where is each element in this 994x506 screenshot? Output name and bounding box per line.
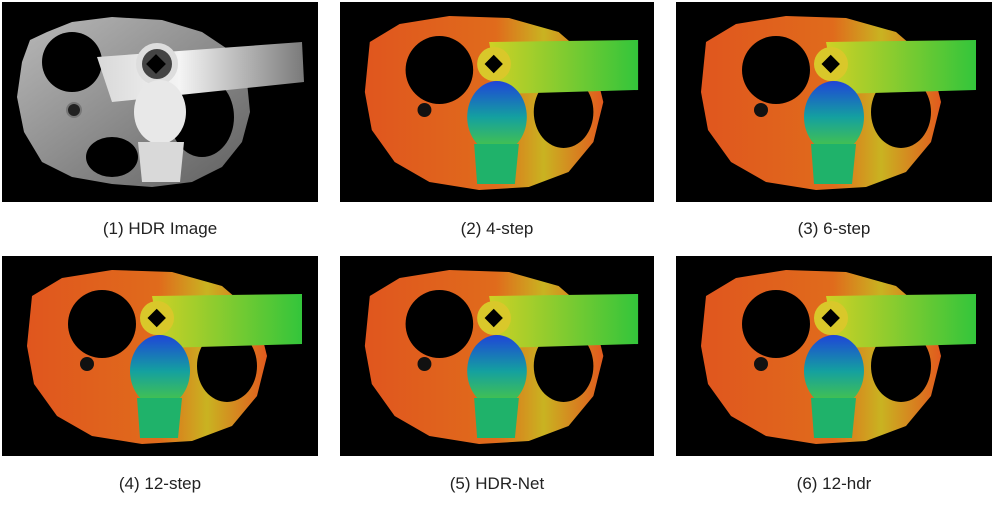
depth-map-12-step — [2, 256, 318, 456]
depth-map-hdr-net — [340, 256, 654, 456]
depth-map-4-step — [340, 2, 654, 202]
panel-hdr-image — [2, 2, 318, 202]
caption-6: (6) 12-hdr — [796, 474, 872, 493]
hdr-image-photo — [2, 2, 318, 202]
caption-5: (5) HDR-Net — [449, 474, 545, 493]
panel-4-step — [340, 2, 654, 202]
panel-12-step — [2, 256, 318, 456]
panel-hdr-net — [340, 256, 654, 456]
panel-12-hdr — [676, 256, 992, 456]
panel-6-step — [676, 2, 992, 202]
caption-3: (3) 6-step — [797, 219, 871, 238]
caption-4: (4) 12-step — [118, 474, 202, 493]
caption-2: (2) 4-step — [460, 219, 534, 238]
caption-1: (1) HDR Image — [102, 219, 218, 238]
depth-map-6-step — [676, 2, 992, 202]
depth-map-12-hdr — [676, 256, 992, 456]
